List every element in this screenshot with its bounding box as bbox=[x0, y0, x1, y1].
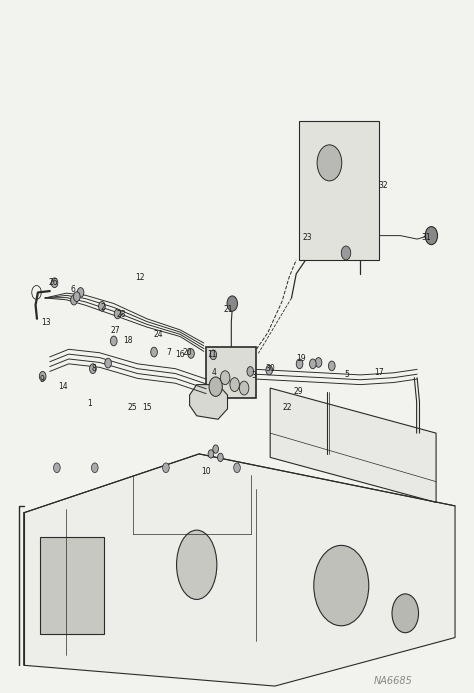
Text: 13: 13 bbox=[42, 318, 51, 326]
Text: 22: 22 bbox=[282, 403, 292, 412]
Text: 9: 9 bbox=[39, 376, 44, 384]
Text: 21: 21 bbox=[224, 306, 233, 314]
Text: 26: 26 bbox=[49, 278, 58, 286]
Circle shape bbox=[220, 371, 230, 385]
Text: 6: 6 bbox=[71, 286, 75, 294]
Circle shape bbox=[210, 350, 217, 360]
Circle shape bbox=[151, 347, 157, 357]
Text: 30: 30 bbox=[265, 365, 275, 373]
Circle shape bbox=[310, 359, 316, 369]
Text: 2: 2 bbox=[101, 304, 106, 312]
Circle shape bbox=[209, 377, 222, 396]
Circle shape bbox=[341, 246, 351, 260]
Polygon shape bbox=[190, 385, 228, 419]
Polygon shape bbox=[299, 121, 379, 260]
Text: 12: 12 bbox=[135, 273, 145, 281]
Circle shape bbox=[314, 545, 369, 626]
Circle shape bbox=[315, 358, 322, 367]
Circle shape bbox=[213, 445, 219, 453]
Text: 8: 8 bbox=[91, 365, 96, 373]
Text: 18: 18 bbox=[123, 337, 133, 345]
Text: 29: 29 bbox=[294, 387, 303, 396]
Text: NA6685: NA6685 bbox=[374, 676, 413, 685]
Text: 14: 14 bbox=[58, 383, 67, 391]
Text: 19: 19 bbox=[296, 355, 306, 363]
Text: 16: 16 bbox=[175, 351, 185, 359]
Circle shape bbox=[266, 365, 273, 375]
Circle shape bbox=[77, 288, 84, 297]
Text: 20: 20 bbox=[182, 348, 192, 356]
Text: 27: 27 bbox=[111, 326, 120, 335]
Circle shape bbox=[328, 361, 335, 371]
Circle shape bbox=[51, 278, 58, 288]
Circle shape bbox=[73, 292, 80, 301]
Circle shape bbox=[425, 227, 438, 245]
Text: 10: 10 bbox=[201, 467, 211, 475]
Text: 24: 24 bbox=[154, 330, 164, 338]
Text: 3: 3 bbox=[251, 371, 256, 380]
Circle shape bbox=[114, 309, 121, 319]
Circle shape bbox=[392, 594, 419, 633]
Circle shape bbox=[239, 381, 249, 395]
Text: 5: 5 bbox=[345, 370, 349, 378]
Text: 11: 11 bbox=[208, 351, 217, 359]
Circle shape bbox=[317, 145, 342, 181]
Circle shape bbox=[54, 463, 60, 473]
Circle shape bbox=[247, 367, 254, 376]
Circle shape bbox=[99, 301, 105, 311]
Circle shape bbox=[163, 463, 169, 473]
Text: 31: 31 bbox=[422, 233, 431, 241]
Circle shape bbox=[91, 463, 98, 473]
Circle shape bbox=[71, 295, 77, 305]
Circle shape bbox=[230, 378, 239, 392]
Bar bbox=[306, 128, 372, 253]
Circle shape bbox=[39, 371, 46, 381]
Text: 15: 15 bbox=[142, 403, 152, 412]
Text: 17: 17 bbox=[374, 369, 384, 377]
Bar bbox=[206, 346, 256, 398]
Text: 32: 32 bbox=[378, 181, 388, 189]
Polygon shape bbox=[24, 454, 455, 686]
Text: 4: 4 bbox=[212, 368, 217, 376]
Circle shape bbox=[208, 450, 214, 458]
Text: 28: 28 bbox=[116, 310, 126, 319]
Circle shape bbox=[90, 364, 96, 374]
Ellipse shape bbox=[176, 530, 217, 599]
Bar bbox=[40, 537, 104, 634]
Circle shape bbox=[218, 453, 223, 462]
Text: 25: 25 bbox=[128, 403, 137, 412]
Circle shape bbox=[296, 359, 303, 369]
Text: 1: 1 bbox=[88, 399, 92, 407]
Text: 7: 7 bbox=[166, 348, 171, 356]
Circle shape bbox=[227, 296, 237, 311]
Polygon shape bbox=[270, 388, 436, 502]
Circle shape bbox=[234, 463, 240, 473]
Circle shape bbox=[110, 336, 117, 346]
Text: 23: 23 bbox=[302, 233, 312, 241]
Circle shape bbox=[105, 358, 111, 368]
Circle shape bbox=[188, 349, 194, 358]
